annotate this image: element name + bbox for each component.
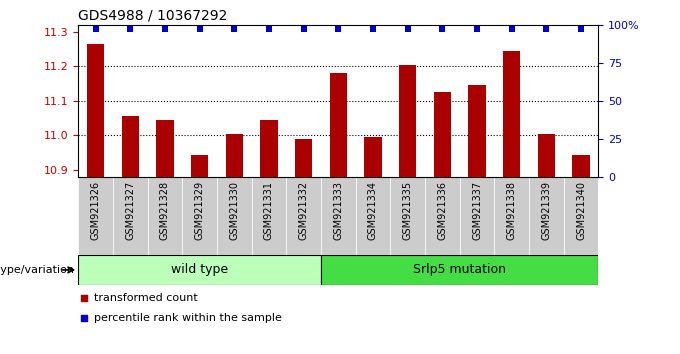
- FancyBboxPatch shape: [78, 177, 113, 255]
- Point: [194, 27, 205, 32]
- FancyBboxPatch shape: [494, 177, 529, 255]
- Text: GSM921330: GSM921330: [229, 181, 239, 240]
- Text: GSM921336: GSM921336: [437, 181, 447, 240]
- Text: GSM921327: GSM921327: [125, 181, 135, 240]
- Bar: [226, 134, 243, 177]
- Point: [402, 27, 413, 32]
- Point: [390, 188, 401, 194]
- Text: wild type: wild type: [171, 263, 228, 276]
- Text: GSM921339: GSM921339: [541, 181, 551, 240]
- Text: Srlp5 mutation: Srlp5 mutation: [413, 263, 506, 276]
- Bar: [503, 51, 520, 177]
- Point: [437, 27, 447, 32]
- Bar: [399, 64, 416, 177]
- Bar: [260, 120, 277, 177]
- Point: [333, 27, 343, 32]
- FancyBboxPatch shape: [252, 177, 286, 255]
- FancyBboxPatch shape: [529, 177, 564, 255]
- Point: [228, 27, 239, 32]
- Text: transformed count: transformed count: [94, 293, 198, 303]
- Bar: [156, 120, 173, 177]
- Bar: [122, 116, 139, 177]
- Text: GSM921326: GSM921326: [90, 181, 101, 240]
- FancyBboxPatch shape: [148, 177, 182, 255]
- Point: [90, 27, 101, 32]
- Text: GSM921331: GSM921331: [264, 181, 274, 240]
- Text: GSM921333: GSM921333: [333, 181, 343, 240]
- Bar: [87, 44, 104, 177]
- Point: [124, 27, 135, 32]
- Bar: [295, 139, 312, 177]
- FancyBboxPatch shape: [286, 177, 321, 255]
- Bar: [469, 85, 486, 177]
- Point: [263, 27, 274, 32]
- FancyBboxPatch shape: [460, 177, 494, 255]
- Point: [367, 27, 378, 32]
- Text: GSM921337: GSM921337: [472, 181, 482, 240]
- Bar: [434, 92, 451, 177]
- Point: [541, 27, 551, 32]
- Text: GSM921338: GSM921338: [507, 181, 517, 240]
- FancyBboxPatch shape: [113, 177, 148, 255]
- Bar: [364, 137, 381, 177]
- Text: GSM921328: GSM921328: [160, 181, 170, 240]
- Point: [506, 27, 517, 32]
- Bar: [191, 154, 208, 177]
- Bar: [573, 154, 590, 177]
- FancyBboxPatch shape: [356, 177, 390, 255]
- Point: [298, 27, 309, 32]
- Text: GSM921335: GSM921335: [403, 181, 413, 240]
- FancyBboxPatch shape: [564, 177, 598, 255]
- Point: [159, 27, 170, 32]
- Text: genotype/variation: genotype/variation: [0, 265, 75, 275]
- Text: GSM921332: GSM921332: [299, 181, 309, 240]
- Bar: [330, 73, 347, 177]
- FancyBboxPatch shape: [217, 177, 252, 255]
- Text: percentile rank within the sample: percentile rank within the sample: [94, 313, 282, 323]
- FancyBboxPatch shape: [425, 177, 460, 255]
- FancyBboxPatch shape: [321, 177, 356, 255]
- FancyBboxPatch shape: [321, 255, 598, 285]
- Point: [390, 4, 401, 10]
- Text: GSM921329: GSM921329: [194, 181, 205, 240]
- Point: [471, 27, 482, 32]
- Text: GDS4988 / 10367292: GDS4988 / 10367292: [78, 8, 228, 22]
- Bar: [538, 134, 555, 177]
- FancyBboxPatch shape: [182, 177, 217, 255]
- Text: GSM921340: GSM921340: [576, 181, 586, 240]
- FancyBboxPatch shape: [390, 177, 425, 255]
- FancyBboxPatch shape: [78, 255, 321, 285]
- Point: [575, 27, 586, 32]
- Text: GSM921334: GSM921334: [368, 181, 378, 240]
